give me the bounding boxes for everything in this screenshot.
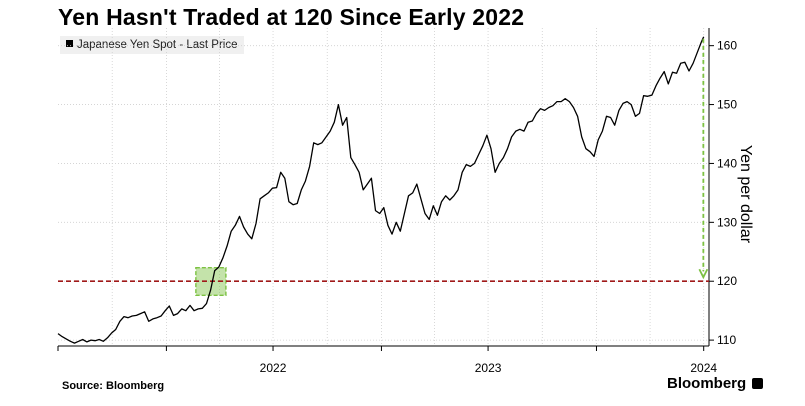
series-line-usdjpy — [57, 36, 705, 344]
grid — [58, 28, 709, 346]
y-tick-label-130: 130 — [717, 215, 737, 229]
x-tick-label-2024: 2024 — [690, 361, 717, 375]
source-note: Source: Bloomberg — [62, 380, 165, 392]
drop-arrow-head — [698, 268, 709, 280]
y-tick-label-120: 120 — [717, 274, 737, 288]
y-axis: 110 120 130 140 150 160 — [708, 28, 737, 347]
legend-swatch — [66, 40, 73, 47]
x-tick-label-2022: 2022 — [260, 361, 287, 375]
chart-title: Yen Hasn't Traded at 120 Since Early 202… — [58, 4, 525, 30]
bloomberg-logo: Bloomberg — [667, 375, 764, 392]
x-axis: 2022 2023 2024 — [57, 345, 717, 375]
y-axis-label-text: Yen per dollar — [737, 144, 754, 244]
y-tick-label-160: 160 — [717, 39, 737, 53]
y-tick-label-150: 150 — [717, 98, 737, 112]
brand-text: Bloomberg — [667, 375, 747, 392]
bloomberg-badge-icon — [752, 378, 764, 389]
legend-label: Japanese Yen Spot - Last Price — [77, 39, 238, 51]
x-tick-label-2023: 2023 — [475, 361, 502, 375]
legend: Japanese Yen Spot - Last Price — [60, 36, 245, 54]
y-tick-label-140: 140 — [717, 156, 737, 170]
y-tick-label-110: 110 — [717, 333, 736, 347]
